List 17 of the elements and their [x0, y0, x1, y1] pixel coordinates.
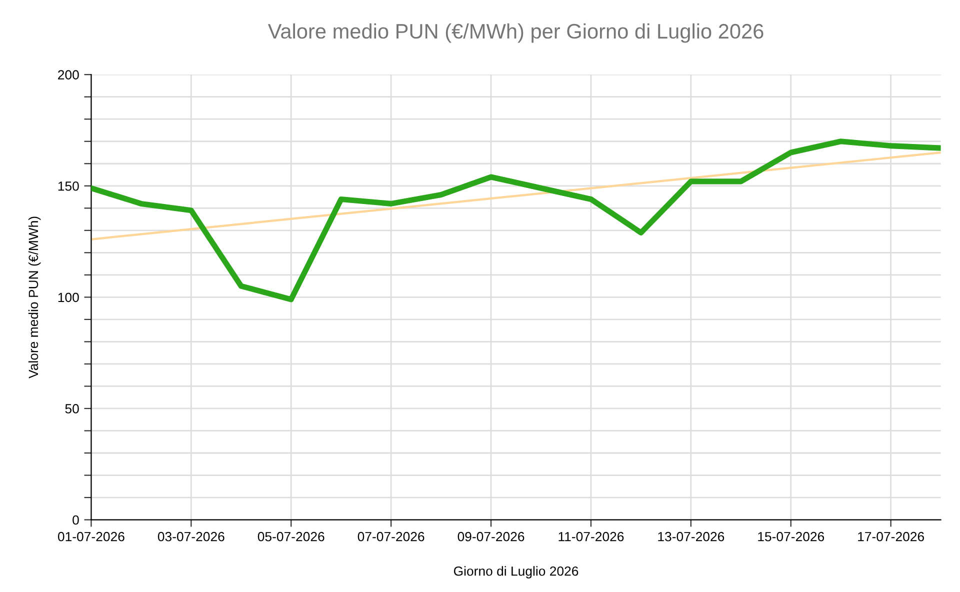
y-tick-label: 0 [72, 515, 79, 525]
y-axis-title: Valore medio PUN (€/MWh) [28, 216, 41, 378]
x-tick-label: 07-07-2026 [358, 532, 424, 542]
x-tick-label: 11-07-2026 [558, 532, 624, 542]
x-tick-label: 13-07-2026 [658, 532, 724, 542]
x-tick-label: 09-07-2026 [458, 532, 524, 542]
chart-title: Valore medio PUN (€/MWh) per Giorno di Luglio 2026 [268, 23, 764, 43]
x-tick-label: 17-07-2026 [858, 532, 924, 542]
x-axis-title: Giorno di Luglio 2026 [454, 566, 578, 578]
x-tick-label: 03-07-2026 [158, 532, 224, 542]
y-tick-label: 100 [58, 292, 79, 302]
x-tick-label: 15-07-2026 [758, 532, 824, 542]
x-tick-label: 01-07-2026 [58, 532, 124, 542]
y-tick-label: 150 [58, 181, 79, 191]
y-tick-label: 50 [65, 404, 79, 414]
y-tick-label: 200 [58, 70, 79, 80]
x-tick-label: 05-07-2026 [258, 532, 324, 542]
